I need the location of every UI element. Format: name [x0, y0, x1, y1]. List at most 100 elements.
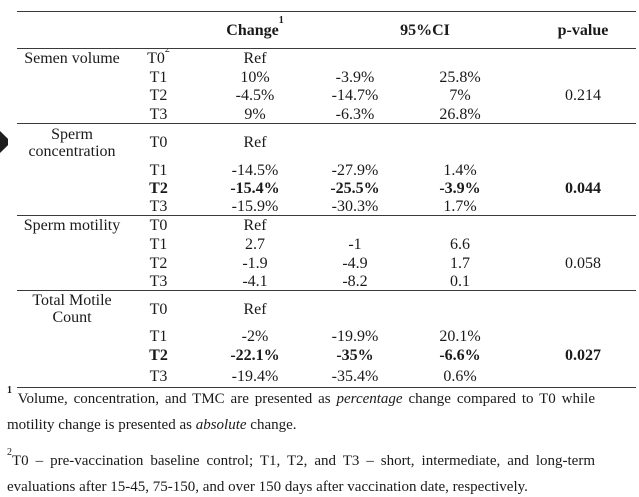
header-row: Change1 95%CI p-value — [17, 12, 636, 49]
cell-time: T1 — [149, 161, 168, 179]
cell-change: -15.4% — [230, 179, 280, 197]
footnote-2-text: T0 – pre-vaccination baseline control; T… — [7, 453, 595, 495]
cell-time: T3 — [149, 105, 168, 123]
table-row: T1 10% -3.9% 25.8% — [17, 68, 636, 86]
cell-time: T2 — [149, 254, 168, 272]
section-semen-volume: Semen volume T02 Ref T1 10% -3.9% 25.8% … — [17, 49, 636, 124]
cell-pvalue — [530, 327, 636, 346]
cell-ci-low: -19.9% — [331, 328, 379, 345]
section-label: Sperm concentration — [28, 125, 116, 160]
cell-ci-low: -4.9 — [342, 254, 368, 272]
table-row: T3 -15.9% -30.3% 1.7% — [17, 197, 636, 216]
cell-label-empty — [17, 327, 127, 346]
table-row-significant: T2 -22.1% -35% -6.6% 0.027 — [17, 346, 636, 365]
cell-ci-low: -3.9% — [335, 68, 375, 86]
cell-time: T0 — [149, 300, 168, 318]
cell-label-empty — [17, 254, 127, 272]
section-label: Sperm motility — [23, 217, 121, 234]
cell-pvalue — [530, 291, 636, 328]
cell-ci-high: -6.6% — [439, 347, 481, 364]
section-total-motile-count: Total Motile Count T0 Ref T1 -2% -19.9% … — [17, 291, 636, 388]
cell-pvalue — [530, 235, 636, 254]
footnote-1: 1 Volume, concentration, and TMC are pre… — [7, 386, 595, 438]
cell-change: Ref — [243, 134, 267, 151]
table-row: T1 -14.5% -27.9% 1.4% — [17, 161, 636, 179]
cell-ci-low: -27.9% — [331, 161, 379, 179]
table-row: T1 2.7 -1 6.6 — [17, 235, 636, 254]
cell-ci-low: -35% — [336, 347, 374, 364]
cell-time: T0 — [149, 217, 168, 234]
header-change: Change1 — [190, 12, 320, 49]
cell-ci-low: -1 — [348, 236, 362, 253]
footnote-2-superscript: 2 — [7, 447, 12, 458]
cell-ci-low: -30.3% — [331, 197, 379, 215]
table-row: T3 -4.1 -8.2 0.1 — [17, 272, 636, 291]
cell-label-empty — [17, 86, 127, 105]
cell-time: T1 — [149, 68, 168, 86]
section-label: Semen volume — [24, 50, 120, 67]
cell-pvalue — [530, 68, 636, 86]
cell-ci-high — [390, 291, 530, 328]
header-change-superscript: 1 — [278, 15, 284, 27]
table-row: T3 -19.4% -35.4% 0.6% — [17, 365, 636, 388]
section-sperm-concentration: Sperm concentration T0 Ref T1 -14.5% -27… — [17, 124, 636, 216]
cell-label-empty — [17, 197, 127, 216]
cell-time: T3 — [149, 367, 168, 385]
cell-change: -2% — [241, 328, 269, 345]
cell-pvalue — [530, 365, 636, 388]
cell-change: 9% — [244, 105, 266, 123]
cell-label-empty — [17, 272, 127, 291]
time-text: T0 — [147, 50, 165, 67]
cell-label-empty — [17, 365, 127, 388]
cell-change: -22.1% — [230, 347, 280, 364]
table-row-significant: T2 -15.4% -25.5% -3.9% 0.044 — [17, 179, 636, 197]
cell-ci-low: -14.7% — [331, 87, 379, 104]
cell-change: -14.5% — [231, 161, 279, 179]
footnotes: 1 Volume, concentration, and TMC are pre… — [7, 386, 595, 497]
footnote-1-italic-percentage: percentage — [336, 391, 403, 407]
cell-label-empty — [17, 68, 127, 86]
table-row: T2 -4.5% -14.7% 7% 0.214 — [17, 86, 636, 105]
table-row: T2 -1.9 -4.9 1.7 0.058 — [17, 254, 636, 272]
cell-change: -4.5% — [235, 87, 275, 104]
cell-label-empty — [17, 105, 127, 124]
cell-change: Ref — [243, 217, 267, 234]
cell-label-empty — [17, 161, 127, 179]
cell-time: T2 — [149, 87, 168, 104]
table-row: Semen volume T02 Ref — [17, 49, 636, 69]
cell-ci-high: 20.1% — [439, 328, 481, 345]
cell-time: T3 — [149, 197, 168, 215]
header-empty-label — [17, 12, 127, 49]
table-header: Change1 95%CI p-value — [17, 12, 636, 49]
cell-ci-low — [320, 124, 390, 162]
footnote-1-superscript: 1 — [7, 385, 12, 396]
footnote-2: 2T0 – pre-vaccination baseline control; … — [7, 448, 595, 497]
cell-change: -15.9% — [231, 197, 279, 215]
cell-change: -19.4% — [231, 367, 279, 385]
cell-ci-low — [320, 216, 390, 236]
cell-ci-high: 1.7 — [450, 254, 470, 272]
cell-time: T2 — [149, 179, 168, 197]
cell-time: T0 — [149, 134, 168, 151]
cell-pvalue — [530, 197, 636, 216]
footnote-1-text: change compared to T0 while motility cha… — [7, 391, 596, 433]
cell-ci-high: 1.7% — [443, 197, 477, 215]
cell-time: T3 — [149, 272, 168, 290]
cell-ci-low: -8.2 — [342, 272, 368, 290]
cell-ci-high: 26.8% — [439, 105, 481, 123]
header-ci: 95%CI — [400, 21, 450, 39]
cell-ci-low: -25.5% — [330, 179, 380, 197]
cell-ci-high — [390, 216, 530, 236]
cell-pvalue: 0.044 — [565, 179, 601, 197]
cell-ci-high: 7% — [449, 87, 471, 104]
header-empty-time — [127, 12, 190, 49]
cell-pvalue — [530, 161, 636, 179]
footnote-1-text: change. — [246, 417, 297, 433]
cell-change: -1.9 — [242, 254, 268, 272]
cell-label-empty — [17, 235, 127, 254]
table-row: Total Motile Count T0 Ref — [17, 291, 636, 328]
cell-pvalue — [530, 105, 636, 124]
time-superscript: 2 — [164, 48, 170, 55]
cell-ci-high: 6.6 — [450, 236, 470, 253]
